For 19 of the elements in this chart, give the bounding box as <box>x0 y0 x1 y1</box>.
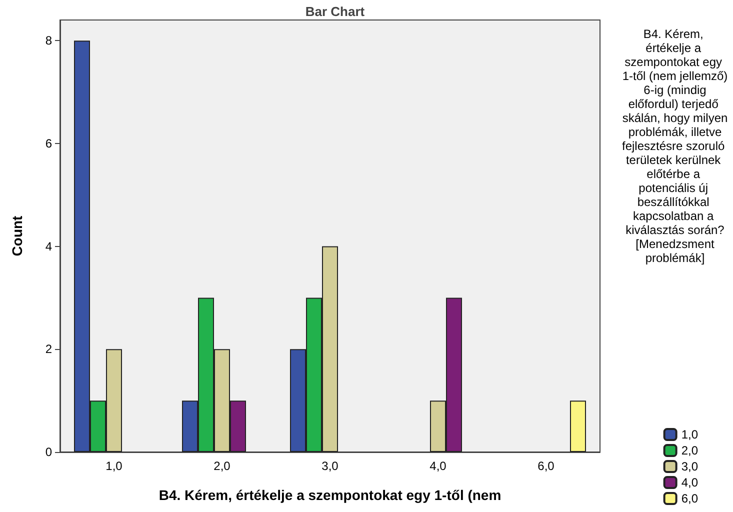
x-tick-label: 2,0 <box>214 459 231 473</box>
legend-label: 2,0 <box>681 444 698 458</box>
y-tick-label: 6 <box>45 136 52 150</box>
bar <box>570 400 586 452</box>
y-tick-label: 2 <box>45 342 52 356</box>
legend-label: 4,0 <box>681 476 698 490</box>
legend-label: 6,0 <box>681 492 698 506</box>
chart-title: Bar Chart <box>305 4 366 19</box>
x-tick-label: 4,0 <box>430 459 447 473</box>
x-tick-label: 3,0 <box>322 459 339 473</box>
x-tick-label: 1,0 <box>106 459 123 473</box>
y-axis-title: Count <box>9 215 25 256</box>
x-axis-title: B4. Kérem, értékelje a szempontokat egy 1-től (nem <box>158 487 502 503</box>
y-tick-label: 4 <box>45 239 52 254</box>
y-tick-label: 0 <box>45 445 52 459</box>
legend-label: 1,0 <box>681 428 698 442</box>
x-tick-label: 6,0 <box>538 459 555 473</box>
text: B4. Kérem, értékelje a szempontokat egy 1-től (nem jellemző) 6-ig (mindig előfordul) terjedő skálán, hogy milyen problémák, illetve fejlesztésre szoruló területek kerülnek előtérbe a potenciális új beszállítókkal kapcsolatban a kiválasztás során? [Menedzsment problémák] <box>622 27 728 265</box>
y-tick-label: 8 <box>45 34 52 48</box>
